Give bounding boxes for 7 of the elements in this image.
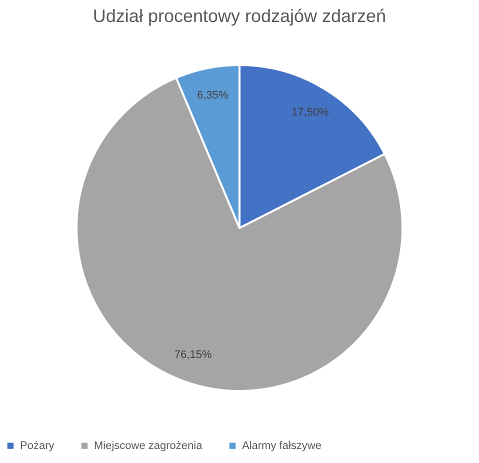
legend-label: Miejscowe zagrożenia	[94, 440, 204, 452]
chart-title: Udział procentowy rodzajów zdarzeń	[92, 6, 386, 26]
data-label: 17,50%	[292, 106, 330, 119]
legend-label: Alarmy fałszywe	[242, 440, 322, 452]
legend-label: Pożary	[20, 440, 55, 452]
data-label: 6,35%	[197, 89, 228, 102]
data-label: 76,15%	[174, 349, 212, 362]
